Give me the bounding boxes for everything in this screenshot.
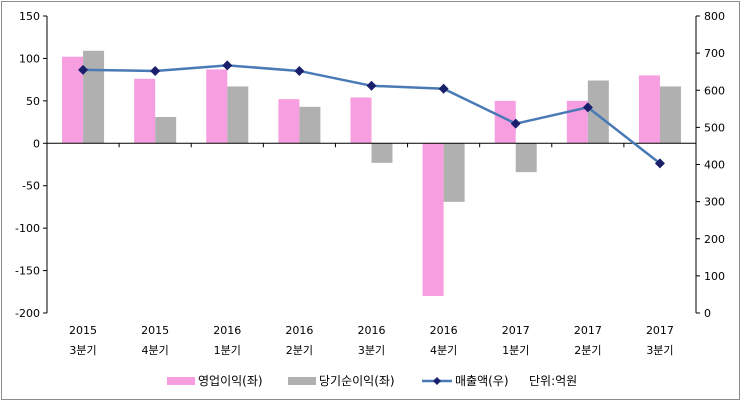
x-label-quarter: 3분기 [358,344,385,357]
bar-net-income [515,143,537,173]
x-label-year: 2016 [285,324,313,337]
x-label-year: 2015 [141,324,169,337]
legend-label-net-income: 당기순이익(좌) [319,374,395,388]
x-label-year: 2015 [69,324,97,337]
legend-marker-revenue [433,377,441,385]
x-label-quarter: 4분기 [142,344,169,357]
legend-label-revenue: 매출액(우) [455,374,509,388]
bar-operating-profit [350,97,372,144]
revenue-marker [78,64,89,75]
revenue-marker [366,80,377,91]
bar-operating-profit [422,143,444,297]
unit-note: 단위:억원 [529,374,577,388]
revenue-marker [150,65,161,76]
legend: 영업이익(좌) 당기순이익(좌) 매출액(우) 단위:억원 [167,374,577,388]
right-tick-label: 500 [704,121,725,134]
legend-swatch-net-income [288,377,316,385]
bar-net-income [227,86,249,144]
bar-net-income [371,143,393,163]
right-tick-label: 100 [704,270,725,283]
right-axis-ticks: 800 700 600 500 400 300 200 100 0 [696,10,725,320]
x-label-year: 2016 [430,324,458,337]
left-tick-label: -100 [15,222,40,235]
left-tick-label: 100 [19,52,40,65]
bar-net-income [443,143,465,202]
bar-operating-profit [62,56,84,144]
left-tick-label: -150 [15,265,40,278]
left-tick-label: 50 [26,95,40,108]
bar-net-income [659,86,681,144]
bar-net-income [587,80,609,144]
revenue-marker [438,83,449,94]
left-tick-label: 150 [19,10,40,23]
x-label-year: 2016 [358,324,386,337]
bar-operating-profit [494,100,516,144]
x-label-quarter: 2분기 [574,344,601,357]
x-label-quarter: 1분기 [502,344,529,357]
legend-swatch-operating-profit [167,377,195,385]
right-tick-label: 600 [704,84,725,97]
revenue-marker [510,118,521,129]
bar-operating-profit [278,99,300,144]
right-tick-label: 0 [704,307,711,320]
revenue-marker [582,102,593,113]
x-label-quarter: 3분기 [69,344,96,357]
x-label-quarter: 1분기 [214,344,241,357]
right-tick-label: 700 [704,47,725,60]
line-series [78,60,665,169]
bar-net-income [299,106,321,144]
x-axis-labels: 2015 3분기 2015 4분기 2016 1분기 2016 2분기 2016 3분기 2016 4… [69,324,674,357]
left-axis-ticks: 150 100 50 0 -50 -100 -150 -200 [15,10,47,320]
bar-operating-profit [206,69,228,144]
legend-label-operating-profit: 영업이익(좌) [198,374,263,388]
x-label-year: 2017 [646,324,674,337]
bar-net-income [155,116,177,144]
x-label-year: 2017 [574,324,602,337]
right-tick-label: 200 [704,233,725,246]
revenue-marker [654,158,665,169]
x-label-year: 2017 [502,324,530,337]
bar-operating-profit [638,75,660,144]
axes [46,16,697,313]
bar-net-income [83,50,105,144]
revenue-marker [222,60,233,71]
left-tick-label: -200 [15,307,40,320]
bar-operating-profit [134,78,156,144]
x-label-quarter: 4분기 [430,344,457,357]
x-label-quarter: 2분기 [286,344,313,357]
left-tick-label: -50 [22,180,40,193]
x-label-quarter: 3분기 [646,344,673,357]
right-tick-label: 800 [704,10,725,23]
right-tick-label: 300 [704,196,725,209]
left-tick-label: 0 [33,137,40,150]
right-tick-label: 400 [704,159,725,172]
x-label-year: 2016 [213,324,241,337]
revenue-marker [294,65,305,76]
